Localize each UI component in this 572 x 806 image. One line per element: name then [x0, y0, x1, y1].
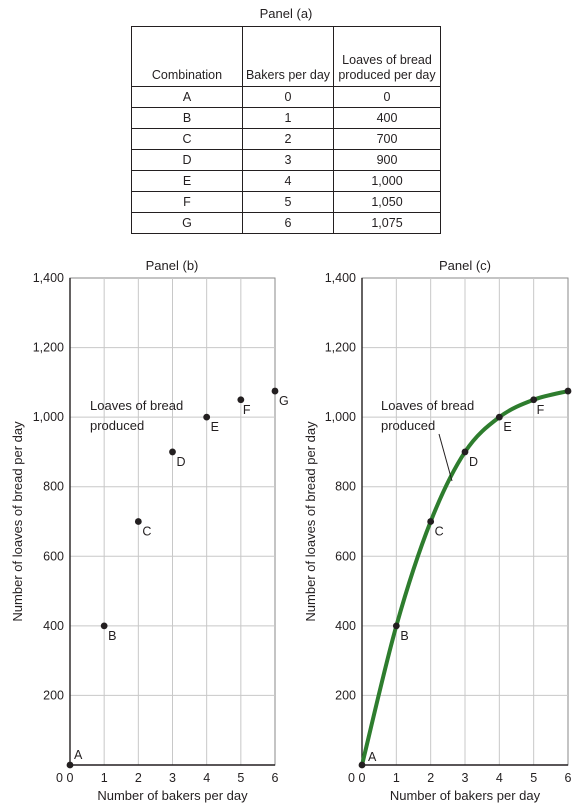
point-label: E: [503, 420, 511, 434]
table-row: G 6 1,075: [131, 212, 441, 234]
x-tick-label: 5: [237, 771, 244, 785]
annotation-leader-line: [438, 433, 453, 482]
y-tick-label: 1,200: [33, 341, 64, 355]
data-point: [203, 413, 211, 421]
table-header-row: Combination Bakers per day Loaves of bre…: [131, 26, 441, 87]
header-combination: Combination: [131, 26, 243, 87]
data-point: [564, 387, 572, 395]
y-tick-label: 1,000: [33, 410, 64, 424]
panel-title: Panel (c): [439, 258, 491, 273]
data-point: [66, 761, 74, 769]
y-tick-label: 800: [335, 480, 356, 494]
annotation-line: Loaves of bread: [381, 398, 474, 413]
table-row: D 3 900: [131, 149, 441, 171]
data-point: [271, 387, 279, 395]
point-label: D: [469, 455, 478, 469]
y-tick-label: 600: [43, 549, 64, 563]
point-label: B: [108, 629, 116, 643]
point-label: A: [74, 748, 83, 762]
data-point: [392, 622, 400, 630]
x-tick-label: 1: [101, 771, 108, 785]
y-axis-label: Number of loaves of bread per day: [303, 421, 318, 622]
panel-a-title: Panel (a): [259, 6, 313, 21]
x-tick-label: 0: [359, 771, 366, 785]
y-tick-label: 800: [43, 480, 64, 494]
x-tick-label: 1: [393, 771, 400, 785]
header-bakers: Bakers per day: [242, 26, 334, 87]
data-point: [237, 396, 245, 404]
panel-title: Panel (b): [146, 258, 199, 273]
annotation-line: Loaves of bread: [90, 398, 183, 413]
y-tick-label: 1,200: [325, 341, 356, 355]
x-tick-label: 2: [427, 771, 434, 785]
x-tick-label: 3: [169, 771, 176, 785]
point-label: A: [368, 750, 377, 764]
data-point: [461, 448, 469, 456]
y-tick-label: 200: [43, 688, 64, 702]
x-tick-label: 6: [272, 771, 279, 785]
point-label: C: [435, 525, 444, 539]
x-tick-label: 4: [496, 771, 503, 785]
y-tick-label: 1,000: [325, 410, 356, 424]
table-cell: 1,075: [333, 212, 441, 234]
data-point: [358, 761, 366, 769]
data-point: [427, 518, 435, 525]
origin-label: 0: [56, 771, 63, 785]
table-cell: 900: [333, 149, 441, 171]
x-tick-label: 6: [565, 771, 572, 785]
x-tick-label: 3: [462, 771, 469, 785]
x-tick-label: 5: [530, 771, 537, 785]
point-label: D: [177, 455, 186, 469]
x-tick-label: 0: [67, 771, 74, 785]
point-label: C: [142, 525, 151, 539]
y-tick-label: 400: [335, 619, 356, 633]
x-axis-label: Number of bakers per day: [390, 788, 541, 803]
x-axis-label: Number of bakers per day: [97, 788, 248, 803]
annotation-line: produced: [381, 418, 435, 433]
annotation-label: Loaves of bread produced: [381, 398, 474, 433]
y-tick-label: 600: [335, 549, 356, 563]
annotation-label: Loaves of bread produced: [90, 398, 183, 433]
y-tick-label: 1,400: [33, 271, 64, 285]
x-tick-label: 4: [203, 771, 210, 785]
point-label: F: [243, 403, 251, 417]
point-label: E: [211, 420, 219, 434]
header-loaves: Loaves of bread produced per day: [333, 26, 441, 87]
data-point: [134, 518, 142, 525]
point-label: B: [400, 629, 408, 643]
data-point: [495, 413, 503, 421]
production-table: Combination Bakers per day Loaves of bre…: [131, 26, 441, 234]
point-label: G: [279, 394, 289, 408]
y-tick-label: 200: [335, 688, 356, 702]
data-point: [530, 396, 538, 404]
origin-label: 0: [348, 771, 355, 785]
annotation-line: produced: [90, 418, 144, 433]
table-row: E 4 1,000: [131, 170, 441, 192]
x-tick-label: 2: [135, 771, 142, 785]
table-cell: G: [131, 212, 243, 234]
table-cell: 700: [333, 128, 441, 150]
data-point: [100, 622, 108, 630]
y-tick-label: 1,400: [325, 271, 356, 285]
y-axis-label: Number of loaves of bread per day: [10, 421, 25, 622]
point-label: F: [537, 403, 545, 417]
data-point: [169, 448, 176, 456]
y-tick-label: 400: [43, 619, 64, 633]
